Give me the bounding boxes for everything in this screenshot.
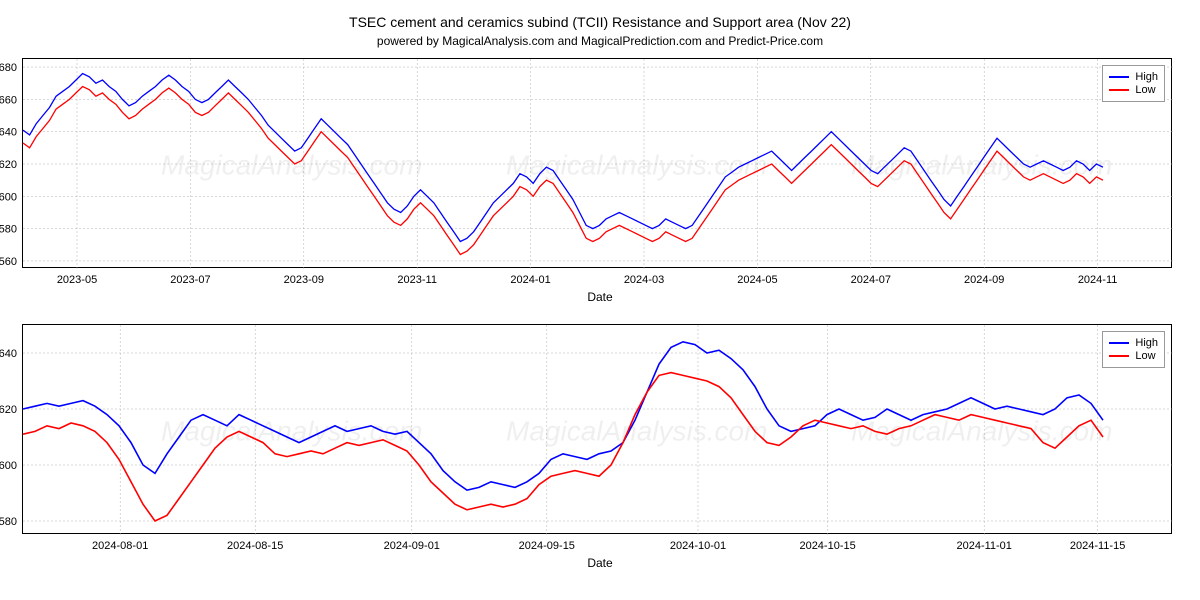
legend-item: High bbox=[1109, 337, 1158, 349]
svg-text:MagicalAnalysis.com: MagicalAnalysis.com bbox=[506, 150, 767, 181]
svg-text:600: 600 bbox=[0, 191, 17, 203]
svg-text:MagicalAnalysis.com: MagicalAnalysis.com bbox=[161, 150, 422, 181]
svg-text:640: 640 bbox=[0, 348, 17, 360]
legend-item: Low bbox=[1109, 350, 1158, 362]
svg-text:MagicalAnalysis.com: MagicalAnalysis.com bbox=[506, 416, 767, 447]
svg-text:2024-01: 2024-01 bbox=[510, 274, 550, 286]
chart-subtitle: powered by MagicalAnalysis.com and Magic… bbox=[10, 34, 1190, 48]
svg-text:2024-10-15: 2024-10-15 bbox=[799, 540, 855, 552]
svg-text:2024-10-01: 2024-10-01 bbox=[670, 540, 726, 552]
svg-text:600: 600 bbox=[0, 460, 17, 472]
svg-text:2024-07: 2024-07 bbox=[851, 274, 891, 286]
legend: HighLow bbox=[1102, 65, 1165, 102]
legend-label: Low bbox=[1135, 84, 1155, 96]
svg-text:2024-11-01: 2024-11-01 bbox=[956, 540, 1011, 552]
legend-label: High bbox=[1135, 71, 1158, 83]
svg-text:560: 560 bbox=[0, 256, 17, 268]
svg-text:2023-07: 2023-07 bbox=[170, 274, 210, 286]
svg-text:2024-11-15: 2024-11-15 bbox=[1070, 540, 1125, 552]
svg-text:2023-09: 2023-09 bbox=[284, 274, 324, 286]
legend-item: High bbox=[1109, 71, 1158, 83]
svg-text:2024-05: 2024-05 bbox=[737, 274, 777, 286]
legend-swatch bbox=[1109, 355, 1129, 357]
svg-text:640: 640 bbox=[0, 127, 17, 139]
svg-text:620: 620 bbox=[0, 404, 17, 416]
svg-text:2024-11: 2024-11 bbox=[1078, 274, 1118, 286]
svg-text:620: 620 bbox=[0, 159, 17, 171]
legend-label: High bbox=[1135, 337, 1158, 349]
bottom-chart: Price HighLow 5806006206402024-08-012024… bbox=[22, 324, 1172, 534]
svg-text:680: 680 bbox=[0, 62, 17, 74]
chart-title: TSEC cement and ceramics subind (TCII) R… bbox=[10, 14, 1190, 30]
bottom-chart-container: Price HighLow 5806006206402024-08-012024… bbox=[10, 324, 1190, 570]
svg-text:660: 660 bbox=[0, 94, 17, 106]
svg-text:2024-08-01: 2024-08-01 bbox=[92, 540, 148, 552]
svg-text:580: 580 bbox=[0, 224, 17, 236]
legend-label: Low bbox=[1135, 350, 1155, 362]
top-chart: Price HighLow 5605806006206406606802023-… bbox=[22, 58, 1172, 268]
legend-swatch bbox=[1109, 89, 1129, 91]
svg-text:2024-09-01: 2024-09-01 bbox=[384, 540, 440, 552]
legend-swatch bbox=[1109, 342, 1129, 344]
legend-swatch bbox=[1109, 76, 1129, 78]
x-axis-label: Date bbox=[10, 556, 1190, 570]
svg-text:2024-03: 2024-03 bbox=[624, 274, 664, 286]
svg-text:2024-08-15: 2024-08-15 bbox=[227, 540, 283, 552]
svg-text:2024-09: 2024-09 bbox=[964, 274, 1004, 286]
x-axis-label: Date bbox=[10, 290, 1190, 304]
top-chart-container: Price HighLow 5605806006206406606802023-… bbox=[10, 58, 1190, 304]
svg-text:2023-11: 2023-11 bbox=[397, 274, 437, 286]
legend-item: Low bbox=[1109, 84, 1158, 96]
legend: HighLow bbox=[1102, 331, 1165, 368]
svg-text:2024-09-15: 2024-09-15 bbox=[519, 540, 575, 552]
svg-text:2023-05: 2023-05 bbox=[57, 274, 97, 286]
svg-text:MagicalAnalysis.com: MagicalAnalysis.com bbox=[851, 150, 1112, 181]
svg-text:580: 580 bbox=[0, 516, 17, 528]
